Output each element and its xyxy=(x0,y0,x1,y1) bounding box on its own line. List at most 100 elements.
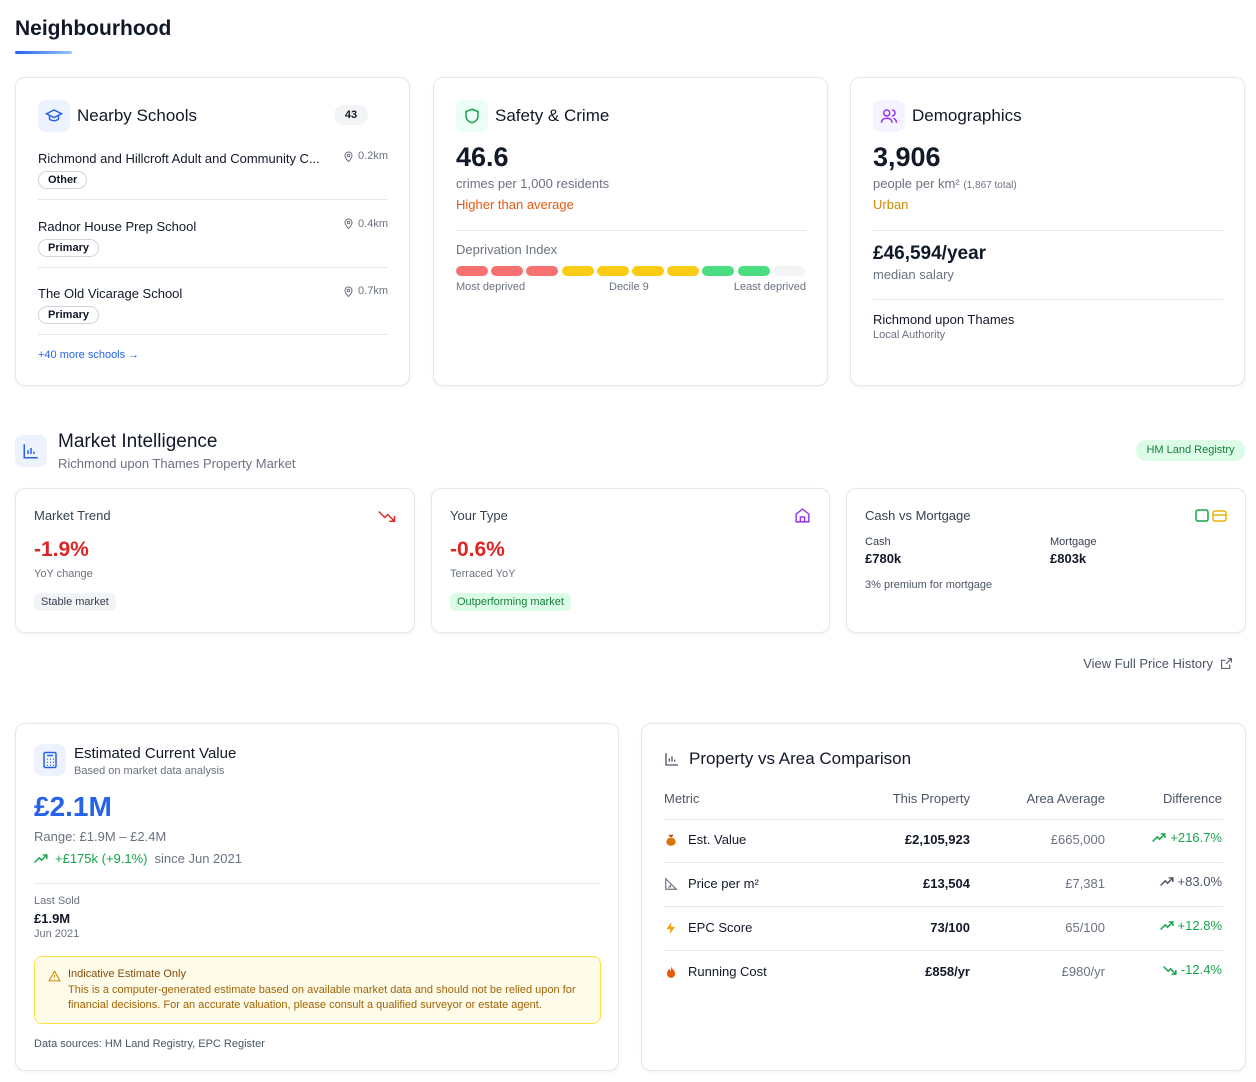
crime-value: 46.6 xyxy=(456,142,509,172)
decile-segment xyxy=(667,266,700,276)
divider xyxy=(456,230,806,231)
divider xyxy=(38,266,388,268)
last-sold-label: Last Sold xyxy=(34,895,80,907)
card-title: Property vs Area Comparison xyxy=(689,749,912,768)
trend-icon xyxy=(378,510,396,522)
card-title: Cash vs Mortgage xyxy=(865,508,971,523)
school-type: Primary xyxy=(38,306,99,324)
scale-label: Decile 9 xyxy=(609,281,649,293)
card-title: Your Type xyxy=(450,508,508,523)
column-header: Area Average xyxy=(1026,791,1105,806)
salary-label: median salary xyxy=(873,267,954,282)
mortgage-value: £803k xyxy=(1050,551,1087,566)
card-subtitle: Based on market data analysis xyxy=(74,765,225,777)
metric-name: EPC Score xyxy=(688,920,753,935)
property-value: 73/100 xyxy=(930,920,970,935)
divider xyxy=(664,819,1223,820)
decile-segment xyxy=(702,266,735,276)
authority-label: Local Authority xyxy=(873,329,946,341)
difference: +12.8% xyxy=(1159,918,1222,933)
school-name: The Old Vicarage School xyxy=(38,286,183,301)
data-sources: Data sources: HM Land Registry, EPC Regi… xyxy=(34,1038,265,1050)
column-header: This Property xyxy=(892,791,970,806)
card-title: Demographics xyxy=(912,106,1022,125)
divider xyxy=(873,299,1223,300)
difference-text: +216.7% xyxy=(1170,830,1222,845)
divider xyxy=(873,230,1223,231)
section-title: Market Intelligence xyxy=(58,431,218,452)
change-value: +£175k (+9.1%) xyxy=(55,851,148,866)
density-value: 3,906 xyxy=(873,142,941,172)
cash-label: Cash xyxy=(865,536,891,548)
divider xyxy=(664,862,1223,863)
school-type: Other xyxy=(38,171,88,189)
section-title: Neighbourhood xyxy=(15,17,172,40)
salary: £46,594/year xyxy=(873,243,987,264)
more-link[interactable]: +40 more schools → xyxy=(38,349,140,361)
school-distance: 0.4km xyxy=(344,218,388,230)
distance-text: 0.2km xyxy=(358,150,388,162)
school-name: Radnor House Prep School xyxy=(38,218,197,234)
cash-card: Cash vs Mortgage Cash £780k Mortgage £80… xyxy=(846,488,1246,633)
estimate-value: £2.1M xyxy=(34,791,112,822)
card-title: Safety & Crime xyxy=(495,106,610,125)
density-unit: people per km² xyxy=(873,176,960,191)
area-average: £665,000 xyxy=(1050,832,1105,847)
decile-segment xyxy=(596,266,629,276)
safety-card: Safety & Crime 46.6 crimes per 1,000 res… xyxy=(433,77,828,386)
divider xyxy=(38,334,388,335)
difference-text: -12.4% xyxy=(1180,962,1222,977)
distance-text: 0.4km xyxy=(358,217,388,230)
link-text[interactable]: View Full Price History xyxy=(1083,656,1213,671)
area-average: 65/100 xyxy=(1065,920,1105,935)
scale-label: Least deprived xyxy=(733,281,806,293)
comparison-card: Property vs Area Comparison Metric This P… xyxy=(641,723,1246,1071)
trend-badge: Stable market xyxy=(34,593,116,611)
mortgage-label: Mortgage xyxy=(1050,536,1097,548)
school-distance: 0.2km xyxy=(344,150,388,162)
decile-segment xyxy=(456,266,488,276)
section-subtitle: Richmond upon Thames Property Market xyxy=(58,456,296,471)
deprivation-bar xyxy=(456,266,806,276)
metric-name: Running Cost xyxy=(688,964,767,979)
payment-icons xyxy=(1195,509,1227,522)
difference: +216.7% xyxy=(1152,830,1222,845)
icon xyxy=(665,753,678,766)
schools-card: Nearby Schools 43 +40 more schools → Ric… xyxy=(15,77,410,386)
type-label: Terraced YoY xyxy=(450,568,516,580)
divider xyxy=(34,883,601,884)
decile-segment xyxy=(772,266,805,276)
divider xyxy=(664,950,1223,951)
card-title: Market Trend xyxy=(34,508,111,523)
warning-box: Indicative Estimate Only This is a compu… xyxy=(34,956,601,1024)
row-icon xyxy=(664,921,678,940)
premium-note: 3% premium for mortgage xyxy=(865,579,993,591)
history-link[interactable]: View Full Price History xyxy=(1083,656,1233,671)
difference-text: +83.0% xyxy=(1177,874,1222,889)
decile-segment xyxy=(526,266,559,276)
title-underline xyxy=(15,51,72,54)
card-title: Estimated Current Value xyxy=(74,745,237,762)
property-value: £858/yr xyxy=(925,964,970,979)
icon xyxy=(15,435,47,467)
area-average: £980/yr xyxy=(1061,964,1105,979)
estimate-range: Range: £1.9M – £2.4M xyxy=(34,829,167,844)
warning-text: This is a computer-generated estimate ba… xyxy=(68,984,576,1011)
demographics-card: Demographics 3,906 people per km² (1,867… xyxy=(850,77,1245,386)
difference: -12.4% xyxy=(1162,962,1222,977)
warning-title: Indicative Estimate Only xyxy=(68,968,186,980)
crime-unit: crimes per 1,000 residents xyxy=(456,176,610,191)
school-name: Richmond and Hillcroft Adult and Communi… xyxy=(38,151,320,166)
decile-segment xyxy=(632,266,664,276)
count-badge: 43 xyxy=(334,105,368,125)
source-badge: HM Land Registry xyxy=(1136,440,1245,461)
authority: Richmond upon Thames xyxy=(873,312,1015,327)
column-header: Difference xyxy=(1162,791,1222,806)
deprivation-label: Deprivation Index xyxy=(456,242,558,257)
type-card: Your Type -0.6% Terraced YoY Outperformi… xyxy=(431,488,830,633)
property-value: £2,105,923 xyxy=(904,832,970,847)
trend-value: -1.9% xyxy=(34,538,89,561)
row-icon xyxy=(664,965,678,984)
decile-segment xyxy=(491,266,524,276)
